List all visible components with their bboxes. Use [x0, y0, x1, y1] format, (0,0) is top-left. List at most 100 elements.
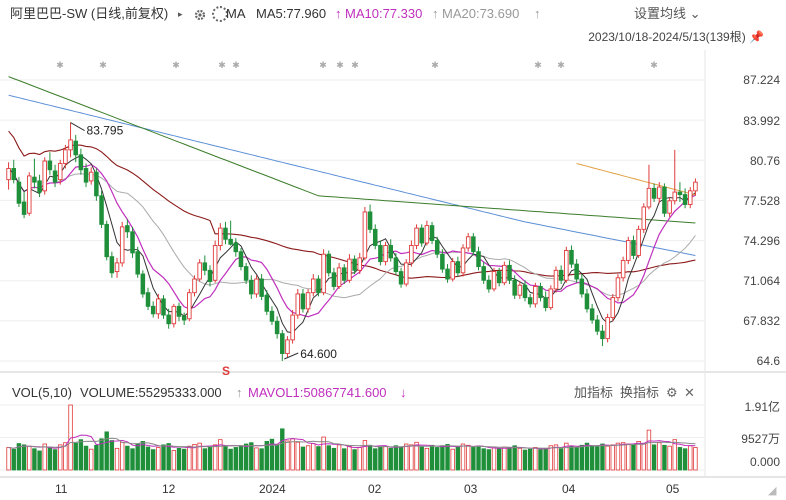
volume-bar	[641, 443, 646, 471]
candle	[42, 160, 47, 192]
candle	[254, 278, 259, 295]
candle	[140, 273, 146, 295]
volume-bar	[285, 440, 290, 471]
volume-bar	[63, 442, 68, 471]
volume-bar	[367, 444, 373, 471]
volume-bar	[419, 446, 424, 471]
volume-bar	[342, 448, 347, 471]
volume-arrow-icon: ↑	[236, 385, 243, 400]
volume-bar	[383, 446, 388, 471]
volume-bar	[496, 447, 502, 471]
volume-bar	[414, 441, 419, 471]
ma60-line	[8, 130, 696, 279]
expand-icon[interactable]: ▸	[178, 9, 183, 19]
volume-bar	[336, 444, 342, 471]
ma20-arrow-icon: ↑	[534, 6, 541, 21]
volume-bar	[135, 443, 140, 471]
candle	[476, 251, 481, 268]
candle	[145, 292, 151, 307]
event-marker-icon: ✱	[431, 60, 439, 70]
candle	[579, 278, 585, 295]
candle	[99, 195, 104, 225]
event-marker-icon: ✱	[172, 60, 180, 70]
volume-bar	[682, 448, 688, 471]
volume-bar	[512, 445, 517, 471]
candle	[57, 163, 63, 181]
candle	[311, 278, 316, 294]
volume-bar	[626, 443, 631, 471]
volume-bar	[574, 447, 579, 471]
event-marker-icon: ✱	[319, 60, 327, 70]
x-tick: 2024	[259, 482, 286, 496]
candle	[73, 140, 78, 156]
pin-icon[interactable]: 📌	[749, 30, 764, 44]
volume-bar	[564, 442, 569, 471]
mavol2-line	[8, 437, 696, 449]
stock-title[interactable]: 阿里巴巴-SW (日线,前复权)	[10, 6, 169, 21]
volume-bar	[32, 448, 37, 471]
volume-bar	[486, 449, 492, 471]
volume-bar	[52, 449, 58, 471]
candle	[249, 279, 254, 295]
candle	[161, 298, 166, 316]
switch-indicator-button[interactable]: 换指标	[620, 385, 660, 400]
volume-bar	[662, 444, 667, 471]
low-pointer	[284, 352, 299, 360]
volume-bar	[543, 447, 548, 471]
volume-bar	[507, 447, 512, 471]
volume-bar	[522, 449, 528, 471]
volume-bar	[192, 444, 197, 471]
volume-bar	[398, 447, 404, 471]
volume-bar	[362, 440, 368, 471]
volume-bar	[6, 447, 11, 471]
volume-bar	[187, 445, 192, 471]
volume-bar	[584, 442, 590, 471]
candle	[605, 317, 610, 340]
candle	[471, 236, 476, 253]
candle	[595, 319, 600, 332]
x-tick: 04	[562, 482, 576, 496]
volume-bar	[672, 439, 677, 471]
gear-icon[interactable]: ⚙	[666, 385, 678, 400]
candle	[429, 225, 435, 241]
y-tick: 87.224	[743, 73, 780, 87]
candle	[63, 149, 68, 164]
volume-bar	[249, 442, 254, 471]
volume-bar	[646, 429, 652, 471]
candle	[414, 227, 419, 246]
gear-icon[interactable]	[193, 8, 207, 22]
candle	[496, 271, 502, 284]
ma-settings-group[interactable]	[193, 4, 228, 24]
candle	[52, 170, 58, 183]
gear-icon-2[interactable]	[211, 6, 228, 22]
candle	[11, 168, 17, 181]
volume-bar	[295, 441, 300, 471]
candle	[682, 194, 688, 205]
candle	[259, 278, 264, 297]
candle	[26, 175, 32, 214]
candle	[176, 305, 182, 317]
candle	[104, 223, 109, 258]
candle	[83, 168, 89, 183]
volume-bar	[517, 447, 523, 471]
close-icon[interactable]: ✕	[684, 385, 695, 400]
chevron-down-icon: ⌄	[689, 6, 701, 21]
volume-bar	[176, 447, 182, 471]
candle	[677, 191, 683, 196]
y-tick: 83.992	[743, 114, 780, 128]
volume-bar	[424, 447, 430, 471]
candle	[88, 171, 94, 182]
volume-bar	[156, 447, 161, 471]
vol-y-tick: 0.000	[749, 455, 780, 469]
resize-handle-icon[interactable]: ◢	[768, 485, 777, 497]
candle	[341, 267, 347, 281]
ma-settings-link[interactable]: 设置均线 ⌄	[634, 6, 701, 21]
volume-bar	[378, 446, 383, 471]
mavol1-value: MAVOL1:50867741.600	[248, 385, 387, 400]
volume-bar	[569, 445, 574, 471]
candle	[558, 269, 564, 281]
candle	[114, 262, 120, 273]
candle	[156, 298, 161, 315]
add-indicator-button[interactable]: 加指标	[574, 385, 614, 400]
